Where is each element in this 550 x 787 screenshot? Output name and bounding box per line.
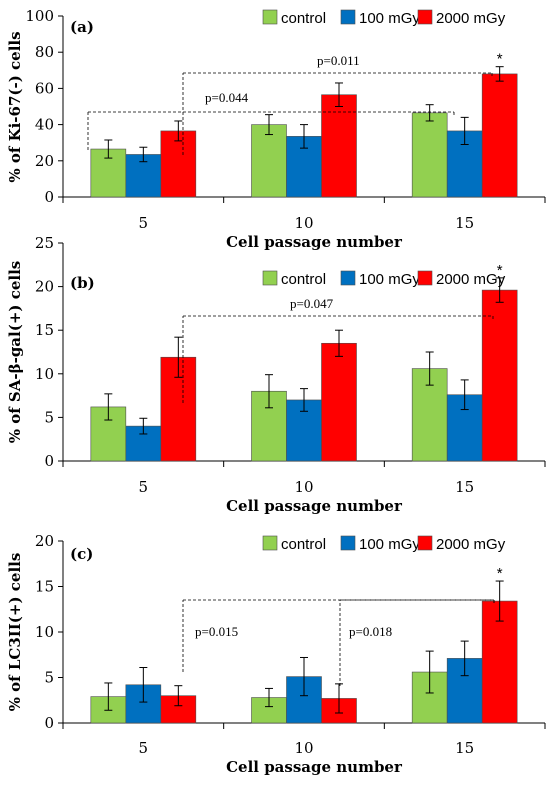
bar xyxy=(251,124,287,198)
legend-label: control xyxy=(281,536,326,553)
y-tick-label: 20 xyxy=(35,278,54,296)
bar xyxy=(411,112,448,198)
y-tick-label: 25 xyxy=(35,234,54,252)
x-tick-label: 10 xyxy=(294,214,313,232)
y-tick-label: 15 xyxy=(35,578,54,596)
legend-swatch xyxy=(417,535,433,551)
panel-label: (c) xyxy=(70,545,93,563)
p-value-label: p=0.018 xyxy=(349,624,392,639)
bar xyxy=(321,342,357,462)
y-tick-label: 80 xyxy=(35,43,54,61)
bar xyxy=(321,94,357,198)
y-tick-label: 20 xyxy=(35,532,54,550)
x-tick-label: 15 xyxy=(455,739,474,757)
p-value-label: p=0.044 xyxy=(205,90,249,105)
y-tick-label: 5 xyxy=(44,408,54,426)
y-axis-title: % of SA-β-gal(+) cells xyxy=(6,261,24,443)
chart-panel-0: 0 20 40 60 80 100 5 10 15 p=0.044 p=0.011 * (a) contr… xyxy=(6,7,546,251)
y-tick-label: 0 xyxy=(44,452,54,470)
significance-star: * xyxy=(497,565,503,582)
chart-panel-1: 0 5 10 15 20 25 5 10 15 p=0.047 * (b) control 100 mGy… xyxy=(6,234,546,515)
legend-swatch xyxy=(340,9,356,25)
y-tick-label: 40 xyxy=(35,116,54,134)
legend-swatch xyxy=(262,535,278,551)
legend-label: 100 mGy xyxy=(359,536,420,553)
legend-swatch xyxy=(262,9,278,25)
legend-label: 2000 mGy xyxy=(436,536,506,553)
x-tick-label: 5 xyxy=(139,214,149,232)
y-tick-label: 0 xyxy=(44,188,54,206)
bar xyxy=(160,130,197,198)
x-tick-label: 10 xyxy=(294,478,313,496)
x-tick-label: 15 xyxy=(455,214,474,232)
x-axis-title: Cell passage number xyxy=(226,497,403,515)
p-value-label: p=0.047 xyxy=(290,296,334,311)
legend-label: 2000 mGy xyxy=(436,10,506,27)
panel-label: (a) xyxy=(70,18,94,36)
x-tick-label: 5 xyxy=(139,478,149,496)
y-axis-title: % of Ki-67(-) cells xyxy=(6,31,24,182)
legend-swatch xyxy=(340,535,356,551)
x-tick-label: 10 xyxy=(294,739,313,757)
y-tick-label: 5 xyxy=(44,669,54,687)
legend-label: control xyxy=(281,10,326,27)
legend-label: 100 mGy xyxy=(359,10,420,27)
significance-star: * xyxy=(497,262,503,279)
y-tick-label: 0 xyxy=(44,714,54,732)
legend-swatch xyxy=(417,270,433,286)
significance-star: * xyxy=(497,51,503,68)
legend-swatch xyxy=(417,9,433,25)
legend-swatch xyxy=(340,270,356,286)
y-tick-label: 100 xyxy=(25,7,54,25)
y-tick-label: 15 xyxy=(35,321,54,339)
legend-label: control xyxy=(281,271,326,288)
legend-label: 100 mGy xyxy=(359,271,420,288)
panel-label: (b) xyxy=(70,274,95,292)
legend-label: 2000 mGy xyxy=(436,271,506,288)
p-value-label: p=0.011 xyxy=(317,53,360,68)
p-value-label: p=0.015 xyxy=(195,624,238,639)
y-tick-label: 20 xyxy=(35,152,54,170)
legend-swatch xyxy=(262,270,278,286)
x-tick-label: 15 xyxy=(455,478,474,496)
y-axis-title: % of LC3II(+) cells xyxy=(6,553,24,712)
y-tick-label: 10 xyxy=(35,365,54,383)
y-tick-label: 10 xyxy=(35,623,54,641)
x-axis-title: Cell passage number xyxy=(226,233,403,251)
x-tick-label: 5 xyxy=(139,739,149,757)
bar xyxy=(481,73,518,198)
y-tick-label: 60 xyxy=(35,79,54,97)
bar xyxy=(481,289,518,462)
chart-panel-2: 0 5 10 15 20 5 10 15 p=0.015 p=0.018 * (c) control 10… xyxy=(6,532,546,776)
x-axis-title: Cell passage number xyxy=(226,758,403,776)
